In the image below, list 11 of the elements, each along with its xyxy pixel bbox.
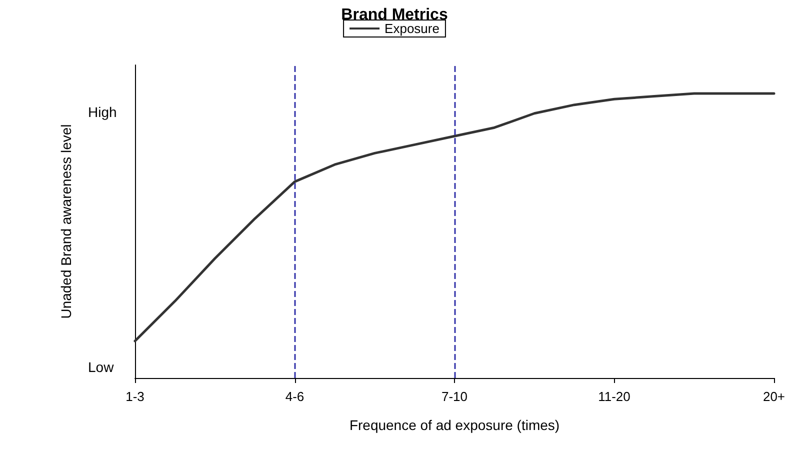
y-axis-title: Unaded Brand awareness level [58, 124, 74, 319]
chart-title: Brand Metrics [341, 6, 448, 24]
x-tick-label: 11-20 [598, 389, 630, 404]
legend-label: Exposure [384, 21, 440, 36]
x-tick-label: 1-3 [126, 389, 144, 404]
x-tick-label: 20+ [762, 389, 786, 404]
x-axis-title: Frequence of ad exposure (times) [349, 417, 560, 433]
x-tick-label: 7-10 [441, 389, 468, 404]
x-tick-label: 4-6 [285, 389, 304, 404]
text: High [88, 104, 117, 120]
text: Low [88, 359, 115, 375]
